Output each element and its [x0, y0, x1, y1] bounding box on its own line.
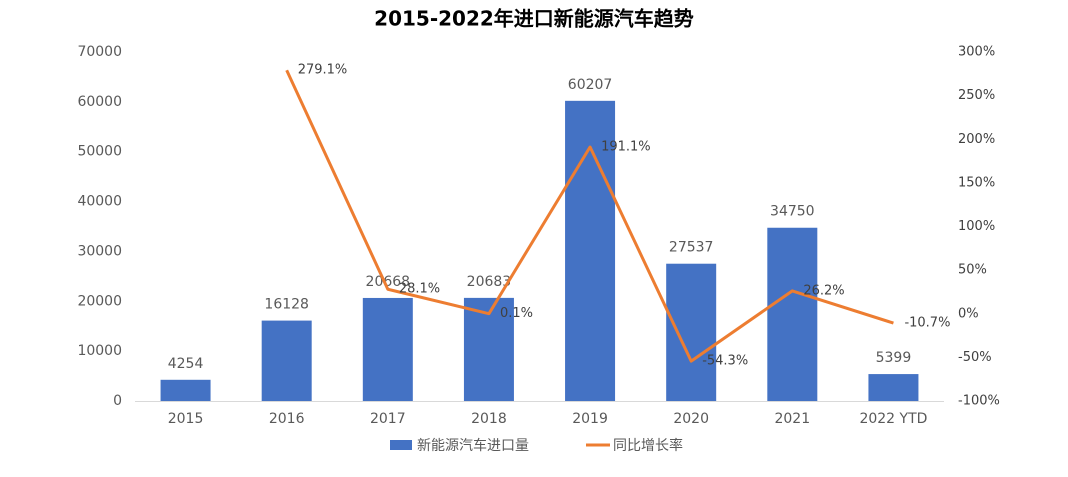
y2-tick-label: 100% — [958, 219, 995, 234]
line-value-label: 28.1% — [399, 282, 440, 297]
x-tick-label: 2015 — [168, 411, 204, 427]
x-tick-label: 2016 — [269, 411, 305, 427]
x-tick-label: 2017 — [370, 411, 406, 427]
y-tick-label: 40000 — [77, 194, 122, 210]
line-value-label: 279.1% — [298, 63, 348, 78]
y2-tick-label: 250% — [958, 88, 995, 103]
bar-value-label: 5399 — [876, 350, 912, 366]
bar — [868, 374, 919, 401]
y-tick-label: 0 — [113, 393, 122, 409]
line-value-label: -10.7% — [904, 316, 950, 331]
bar — [160, 379, 211, 401]
bar-value-label: 20668 — [366, 274, 411, 290]
line — [285, 69, 894, 363]
bar-value-label: 27537 — [669, 240, 714, 256]
y2-tick-label: 150% — [958, 175, 995, 190]
y2-tick-label: -100% — [958, 394, 1000, 409]
chart-title: 2015-2022年进口新能源汽车趋势 — [374, 7, 694, 31]
y-tick-label: 30000 — [77, 243, 122, 259]
x-tick-label: 2022 YTD — [859, 411, 927, 427]
line-value-label: 26.2% — [803, 283, 844, 298]
y-tick-label: 10000 — [77, 343, 122, 359]
y2-tick-label: -50% — [958, 350, 992, 365]
legend-label: 同比增长率 — [613, 437, 683, 454]
bar-value-label: 34750 — [770, 204, 815, 220]
bar — [767, 227, 818, 401]
x-tick-label: 2018 — [471, 411, 507, 427]
y-tick-label: 60000 — [77, 94, 122, 110]
bar — [362, 297, 413, 401]
bar — [261, 320, 312, 401]
x-tick-label: 2020 — [673, 411, 709, 427]
line-value-label: 0.1% — [500, 306, 533, 321]
y2-tick-label: 300% — [958, 45, 995, 60]
y2-tick-label: 50% — [958, 263, 987, 278]
y2-tick-label: 0% — [958, 306, 979, 321]
bar — [565, 100, 616, 401]
bar-value-label: 60207 — [568, 77, 613, 93]
x-tick-label: 2021 — [774, 411, 810, 427]
bar — [666, 263, 717, 401]
y-tick-label: 50000 — [77, 144, 122, 160]
y-tick-label: 20000 — [77, 293, 122, 309]
legend-swatch — [390, 440, 412, 450]
x-tick-label: 2019 — [572, 411, 608, 427]
bar-value-label: 16128 — [264, 297, 309, 313]
bar-value-label: 20683 — [467, 274, 512, 290]
line-value-label: 191.1% — [601, 140, 651, 155]
y-tick-label: 70000 — [77, 44, 122, 60]
bar-value-label: 4254 — [168, 356, 204, 372]
line-value-label: -54.3% — [702, 354, 748, 369]
legend-label: 新能源汽车进口量 — [417, 437, 529, 454]
y2-tick-label: 200% — [958, 132, 995, 147]
